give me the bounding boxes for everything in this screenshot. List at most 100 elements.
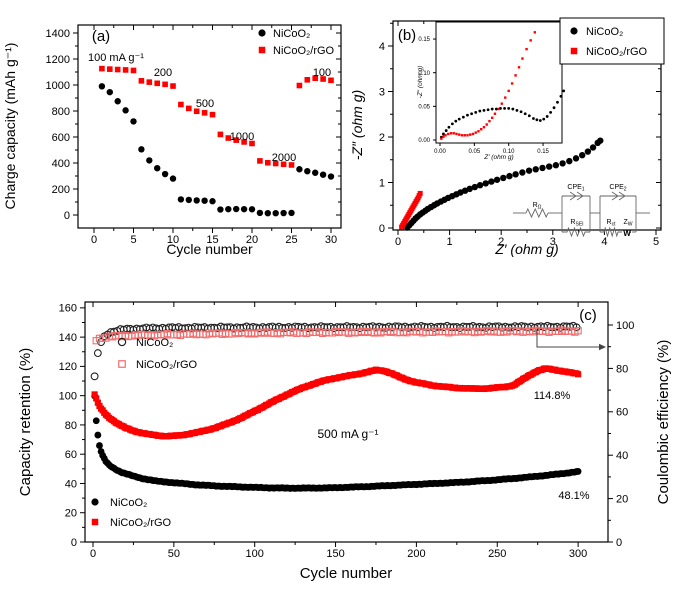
svg-text:10: 10 [167, 234, 179, 246]
equivalent-circuit: W RΩ CPE1 RSEI CPE2 Rct ZW [513, 184, 650, 238]
svg-text:NiCoO₂: NiCoO₂ [110, 497, 147, 509]
svg-text:500: 500 [196, 98, 214, 110]
svg-text:0: 0 [71, 537, 77, 549]
legend: NiCoO₂ NiCoO₂/rGO [258, 28, 335, 57]
svg-text:0: 0 [379, 223, 385, 235]
svg-text:400: 400 [52, 158, 70, 170]
svg-text:0.00: 0.00 [434, 149, 446, 155]
svg-text:(c): (c) [579, 307, 597, 324]
panel-a: 0 5 10 15 20 25 30 0 200 400 600 800 1000 1200 1400 Cyc… [2, 24, 342, 257]
svg-text:ZW: ZW [623, 219, 632, 228]
svg-text:CPE1: CPE1 [567, 184, 584, 193]
panel-letter: (a) [92, 28, 110, 45]
svg-text:80: 80 [616, 363, 628, 375]
svg-text:500 mA g⁻¹: 500 mA g⁻¹ [317, 427, 378, 441]
rate-annotations: 100 mA g⁻¹ 200 500 1000 2000 100 [88, 52, 331, 164]
y-axis-title-left: Capacity retention (%) [17, 348, 34, 496]
svg-text:60: 60 [616, 407, 628, 419]
svg-text:3: 3 [550, 236, 556, 248]
x-axis-title: Cycle number [166, 241, 253, 257]
svg-text:200: 200 [52, 184, 70, 196]
svg-text:120: 120 [59, 361, 77, 373]
svg-text:50: 50 [168, 548, 180, 560]
series-NiCoO₂ [98, 83, 335, 217]
efficiency-axis-arrow [536, 330, 606, 351]
svg-text:250: 250 [488, 548, 506, 560]
panel-a-rate-capability-chart: 0 5 10 15 20 25 30 0 200 400 600 800 1000 1200 1400 Cyc… [2, 24, 342, 257]
svg-text:800: 800 [52, 106, 70, 118]
legend-efficiency: NiCoO₂ NiCoO₂/rGO [117, 337, 198, 371]
svg-text:NiCoO₂: NiCoO₂ [136, 337, 173, 349]
svg-text:NiCoO₂/rGO: NiCoO₂/rGO [273, 45, 335, 57]
y-axis-title-right: Coulombic efficiency (%) [655, 340, 672, 505]
series-NiCoO₂/rGO [99, 65, 334, 168]
svg-text:0: 0 [91, 234, 97, 246]
svg-text:600: 600 [52, 132, 70, 144]
x-axis-title: Z′ (ohm g) [494, 241, 558, 257]
svg-text:30: 30 [325, 234, 337, 246]
svg-text:80: 80 [65, 420, 77, 432]
svg-text:200: 200 [407, 548, 425, 560]
svg-text:200: 200 [154, 67, 172, 79]
svg-text:40: 40 [616, 450, 628, 462]
svg-text:0.00: 0.00 [418, 138, 430, 144]
svg-text:NiCoO₂/rGO: NiCoO₂/rGO [586, 46, 648, 58]
x-axis-title: Cycle number [300, 565, 393, 582]
svg-text:-Z″ (ohm g): -Z″ (ohm g) [417, 66, 424, 99]
svg-text:2: 2 [498, 236, 504, 248]
svg-text:1200: 1200 [46, 54, 70, 66]
svg-text:140: 140 [59, 332, 77, 344]
svg-text:3: 3 [379, 86, 385, 98]
svg-text:(b): (b) [398, 27, 416, 44]
svg-text:0: 0 [64, 210, 70, 222]
series-NiCoO₂/rGO capacity retention [91, 365, 582, 440]
svg-text:0.15: 0.15 [537, 149, 549, 155]
svg-text:25: 25 [285, 234, 297, 246]
svg-text:1000: 1000 [46, 80, 70, 92]
svg-text:NiCoO₂/rGO: NiCoO₂/rGO [136, 359, 198, 371]
svg-text:Cycle number: Cycle number [166, 241, 253, 257]
svg-text:114.8%: 114.8% [534, 390, 571, 402]
svg-text:1: 1 [379, 177, 385, 189]
axes: 0 5 10 15 20 25 30 0 200 400 600 800 1000 1200 1400 [46, 25, 341, 246]
svg-text:4: 4 [379, 41, 385, 53]
nyquist-inset: 0.00 0.05 0.10 0.15 0.00 0.05 0.10 0.15 Z′ (ohm … [417, 21, 566, 161]
svg-text:NiCoO₂/rGO: NiCoO₂/rGO [110, 517, 172, 529]
series-NiCoO₂ capacity retention [91, 392, 582, 492]
y-axis-title: -Z″ (ohm g) [349, 90, 365, 160]
svg-text:0.10: 0.10 [503, 149, 515, 155]
svg-text:150: 150 [326, 548, 344, 560]
plot-frame [84, 301, 609, 543]
panel-letter: (b) [398, 27, 416, 44]
inset-series-NiCoO₂/rGO [440, 31, 537, 140]
legend-retention: NiCoO₂ NiCoO₂/rGO [91, 497, 172, 529]
svg-text:100: 100 [313, 67, 331, 79]
inset-series-NiCoO₂ [439, 89, 566, 139]
series-NiCoO₂/rGO coulombic efficiency [92, 326, 582, 345]
panel-c: 0 50 100 150 200 250 300 0 20 40 60 80 100 120 140 160 0… [17, 301, 672, 582]
svg-text:0: 0 [616, 537, 622, 549]
svg-text:NiCoO₂: NiCoO₂ [273, 28, 310, 40]
svg-text:48.1%: 48.1% [558, 490, 589, 502]
legend: NiCoO₂ NiCoO₂/rGO [559, 17, 665, 65]
svg-text:Coulombic efficiency (%): Coulombic efficiency (%) [655, 340, 672, 505]
svg-text:0: 0 [395, 236, 401, 248]
svg-text:40: 40 [65, 478, 77, 490]
svg-text:20: 20 [65, 508, 77, 520]
y-axis-title: Charge capacity (mAh g⁻¹) [2, 43, 18, 210]
svg-text:5: 5 [130, 234, 136, 246]
svg-text:(a): (a) [92, 28, 110, 45]
svg-text:Z′ (ohm g): Z′ (ohm g) [494, 241, 558, 257]
svg-text:160: 160 [59, 303, 77, 315]
svg-text:NiCoO₂: NiCoO₂ [586, 26, 623, 38]
svg-text:1000: 1000 [230, 131, 254, 143]
series-NiCoO₂ [404, 137, 604, 231]
svg-text:2: 2 [379, 132, 385, 144]
svg-text:1: 1 [447, 236, 453, 248]
svg-text:1400: 1400 [46, 28, 70, 40]
svg-text:RΩ: RΩ [533, 202, 542, 211]
svg-text:Capacity retention (%): Capacity retention (%) [17, 348, 34, 496]
panel-letter: (c) [579, 307, 597, 324]
